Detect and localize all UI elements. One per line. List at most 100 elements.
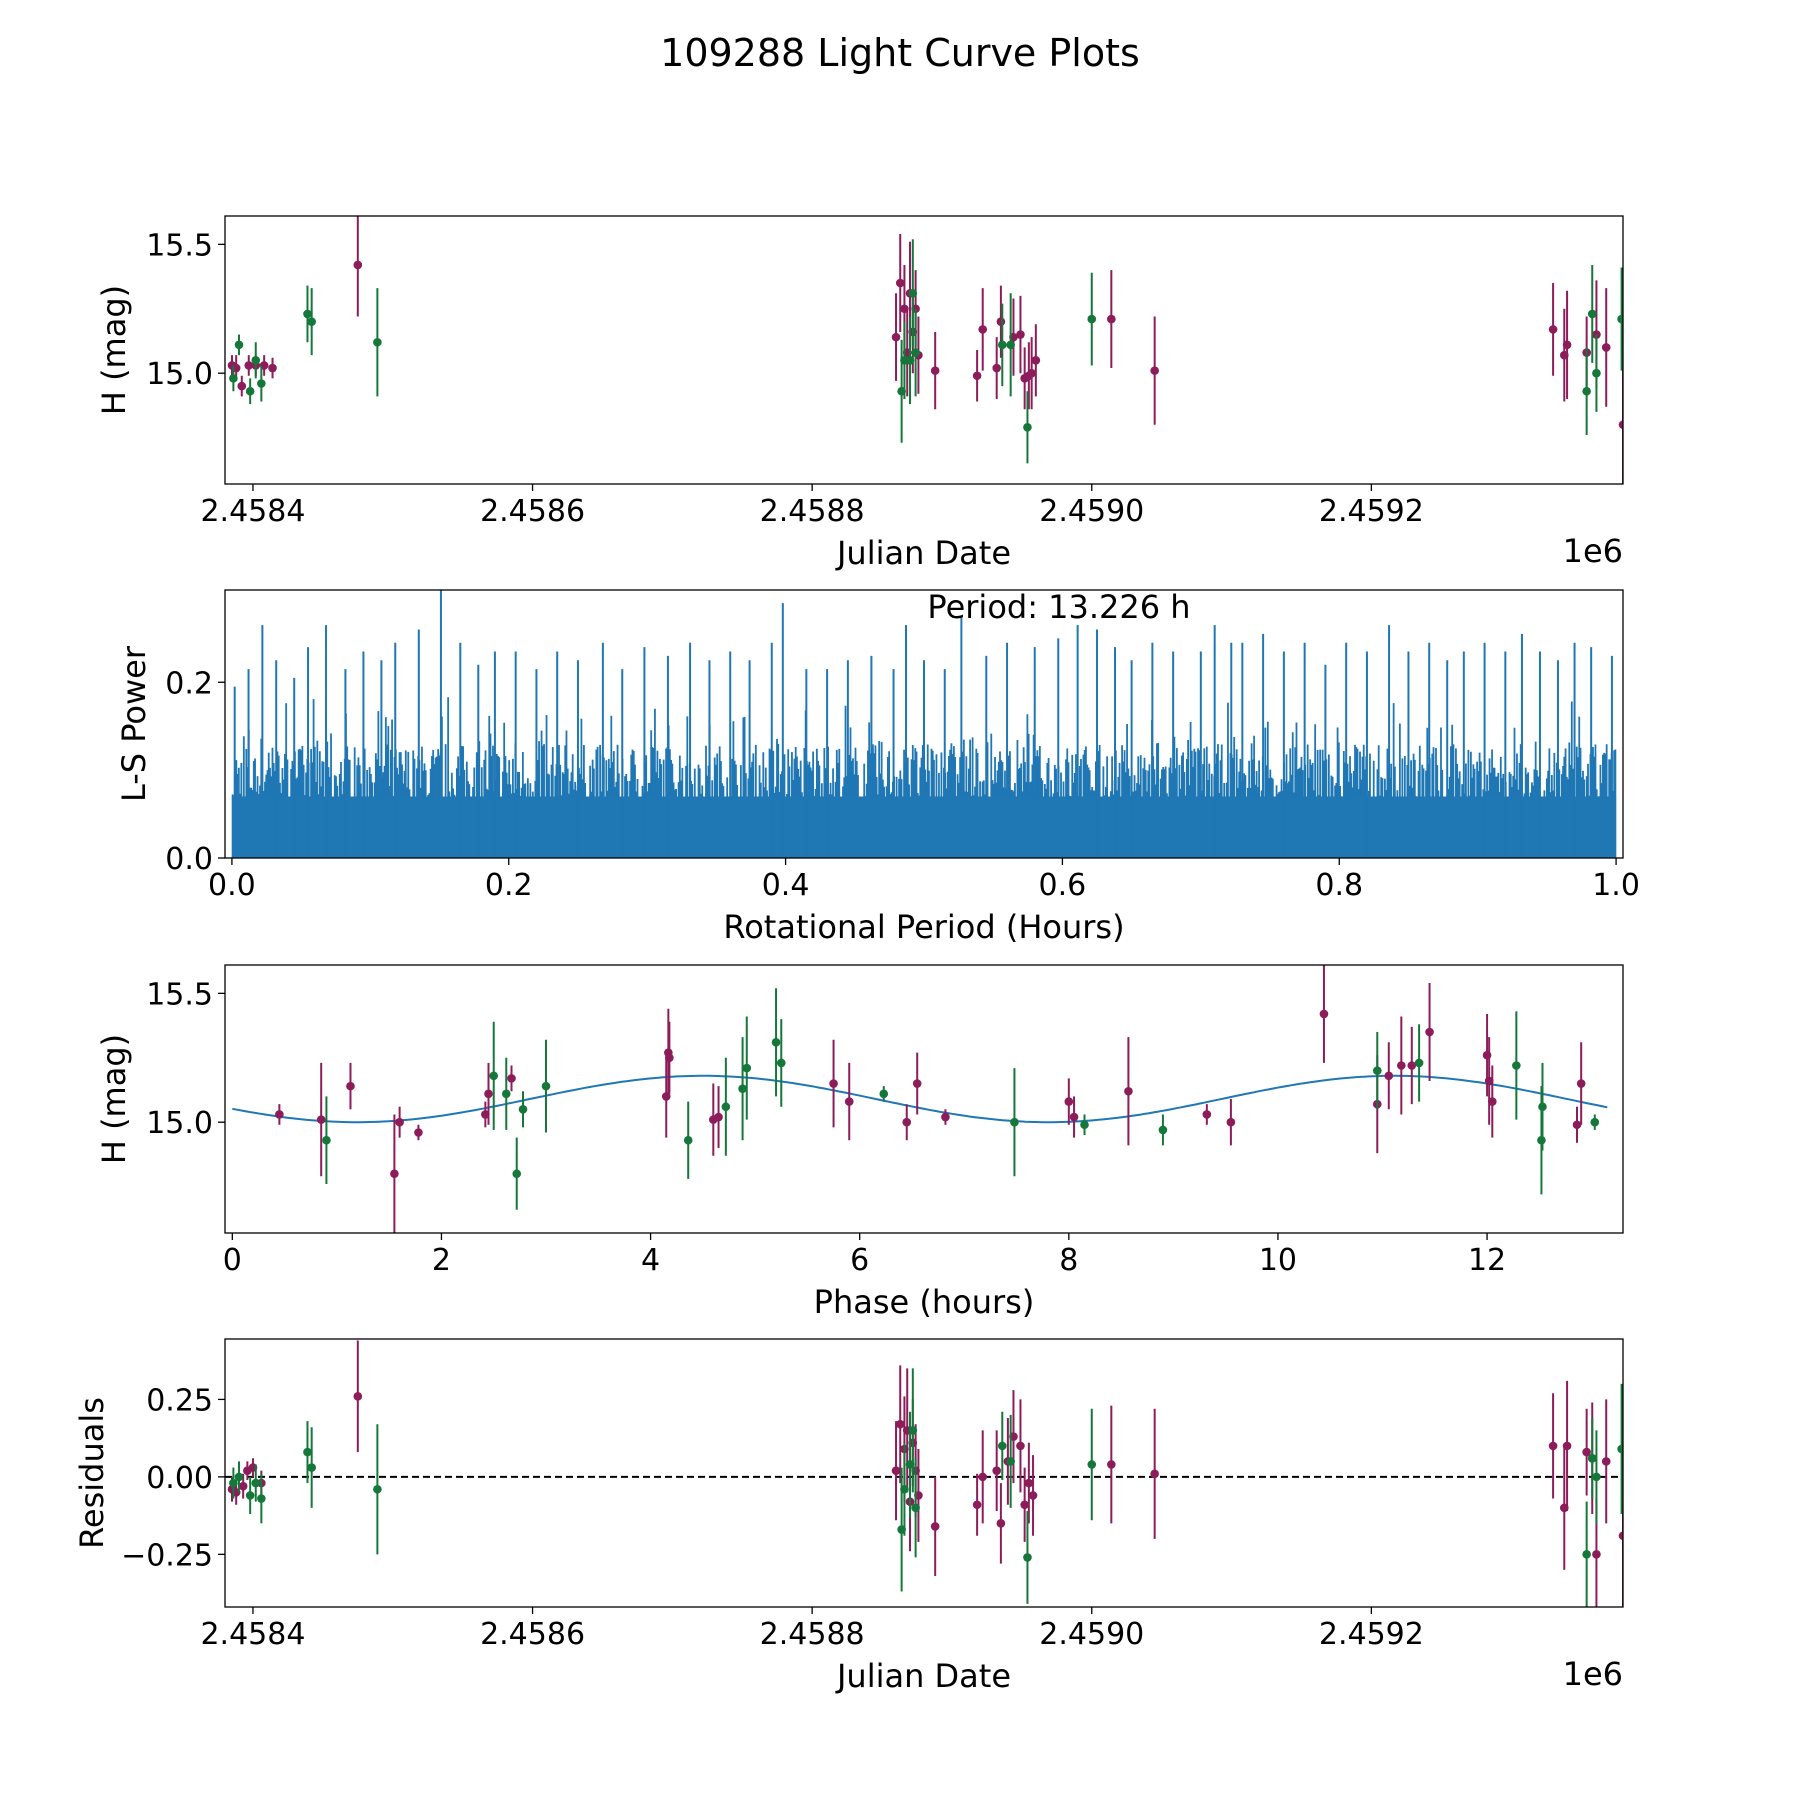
data-point [930, 366, 940, 375]
data-point [1635, 315, 1644, 324]
data-point [1617, 1444, 1623, 1454]
data-point [373, 337, 382, 347]
data-point [1069, 1112, 1079, 1122]
axes-frame [224, 1338, 1624, 1608]
data-point [244, 361, 254, 370]
data-point [346, 1081, 355, 1091]
y-tick-label: 0.00 [146, 1461, 213, 1496]
plot-area [227, 216, 1644, 484]
data-point [257, 379, 266, 388]
data-point [683, 1135, 693, 1145]
data-point [1633, 387, 1642, 396]
data-point [972, 1500, 982, 1510]
data-point [268, 363, 277, 373]
lightcurve-panel: 2.4584 2.4586 2.4588 2.4590 2.4592 15.0 15.5 Ju… [95, 215, 1644, 572]
y-axis-label: H (mag) [95, 1034, 133, 1164]
data-point [891, 332, 901, 342]
data-point [234, 340, 244, 350]
data-point [1158, 1125, 1168, 1135]
data-point [1397, 1061, 1406, 1070]
data-point [229, 374, 238, 383]
data-point [1010, 1117, 1019, 1127]
data-point [978, 1472, 988, 1482]
data-point [484, 1089, 493, 1099]
y-tick-label: 0.0 [165, 842, 213, 877]
data-point [1150, 366, 1159, 375]
data-point [908, 1426, 918, 1435]
y-tick-label: 0.2 [165, 666, 213, 701]
data-point [738, 1084, 747, 1093]
data-point [1618, 420, 1623, 430]
data-point [303, 1447, 312, 1457]
data-point [1512, 1061, 1521, 1070]
phased-panel: 0 2 4 6 8 10 12 15.0 15.5 Phase (hours) H (mag) [95, 964, 1624, 1321]
data-point [229, 1478, 238, 1488]
data-point [257, 1494, 266, 1503]
data-point [1601, 343, 1611, 352]
figure-title: 109288 Light Curve Plots [660, 31, 1140, 75]
data-point [1016, 330, 1025, 339]
data-point [996, 1519, 1006, 1528]
data-point [1617, 314, 1623, 324]
data-point [992, 363, 1001, 373]
x-tick-label: 2.4586 [480, 494, 585, 529]
data-point [665, 1053, 674, 1063]
y-tick-label: 0.25 [146, 1383, 213, 1418]
x-tick-label: 1.0 [1592, 868, 1640, 903]
series-filter-2 [229, 239, 1623, 464]
x-tick-label: 2.4586 [480, 1617, 585, 1652]
data-point [895, 278, 905, 288]
data-point [1080, 1120, 1089, 1130]
data-point [1150, 1469, 1159, 1479]
data-point [997, 1441, 1007, 1451]
data-point [1633, 1491, 1642, 1500]
x-offset-label: 1e6 [1563, 1655, 1623, 1693]
y-tick-label: 15.5 [146, 977, 213, 1012]
plot-area [225, 1340, 1642, 1607]
data-point [911, 348, 920, 357]
data-point [714, 1112, 723, 1122]
data-point [1087, 1460, 1097, 1469]
data-point [1582, 1550, 1591, 1559]
x-axis-label: Julian Date [835, 534, 1011, 572]
data-point [414, 1128, 423, 1137]
data-point [1087, 314, 1097, 324]
data-point [373, 1484, 382, 1494]
plot-area [232, 965, 1608, 1233]
axes-frame [224, 589, 1624, 859]
data-point [1562, 340, 1572, 350]
x-tick-label: 0.2 [485, 868, 533, 903]
data-point [1425, 1027, 1434, 1037]
x-tick-label: 4 [641, 1243, 660, 1278]
data-point [1587, 309, 1597, 319]
x-tick-label: 2.4592 [1319, 1617, 1424, 1652]
data-point [303, 309, 312, 319]
data-point [234, 1472, 244, 1482]
data-point [1537, 1135, 1546, 1145]
data-point [507, 1074, 516, 1083]
data-point [1020, 1500, 1029, 1510]
data-point [1006, 340, 1015, 350]
data-point [776, 1058, 786, 1068]
periodogram-panel: Period: 13.226 h 0.0 0.2 0.4 0.6 0.8 1.0 0.0 0.2… [115, 588, 1640, 946]
data-point [1107, 1460, 1116, 1469]
data-point [1582, 386, 1591, 396]
data-point [489, 1071, 499, 1081]
data-point [941, 1112, 950, 1122]
data-point [1572, 1120, 1582, 1130]
x-tick-label: 0.6 [1039, 868, 1087, 903]
x-tick-label: 2.4584 [200, 494, 305, 529]
x-tick-label: 0.0 [208, 868, 256, 903]
data-point [1601, 1457, 1611, 1466]
data-point [879, 1089, 889, 1099]
data-point [353, 1392, 363, 1401]
data-point [902, 1117, 912, 1127]
data-point [1023, 423, 1032, 432]
data-point [1592, 1550, 1601, 1559]
data-point [972, 371, 982, 381]
data-point [1027, 368, 1036, 378]
data-point [501, 1089, 511, 1099]
x-tick-label: 2.4590 [1039, 1617, 1144, 1652]
data-point [911, 1503, 920, 1513]
data-point [1024, 1478, 1034, 1488]
